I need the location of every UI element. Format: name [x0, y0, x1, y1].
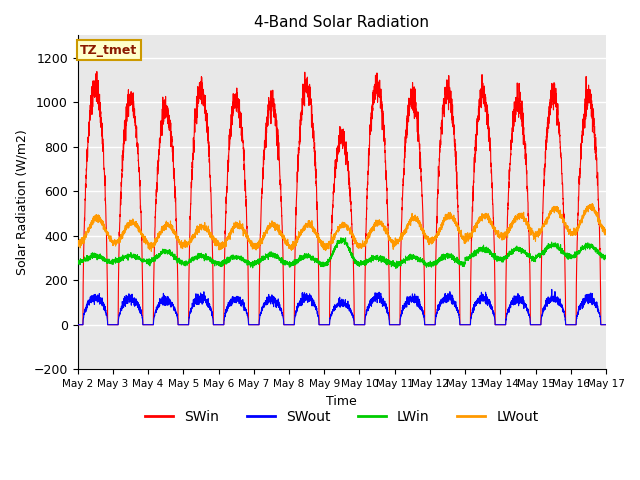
Title: 4-Band Solar Radiation: 4-Band Solar Radiation [254, 15, 429, 30]
Legend: SWin, SWout, LWin, LWout: SWin, SWout, LWin, LWout [140, 404, 544, 429]
Text: TZ_tmet: TZ_tmet [80, 44, 138, 57]
Y-axis label: Solar Radiation (W/m2): Solar Radiation (W/m2) [15, 130, 28, 275]
X-axis label: Time: Time [326, 395, 357, 408]
